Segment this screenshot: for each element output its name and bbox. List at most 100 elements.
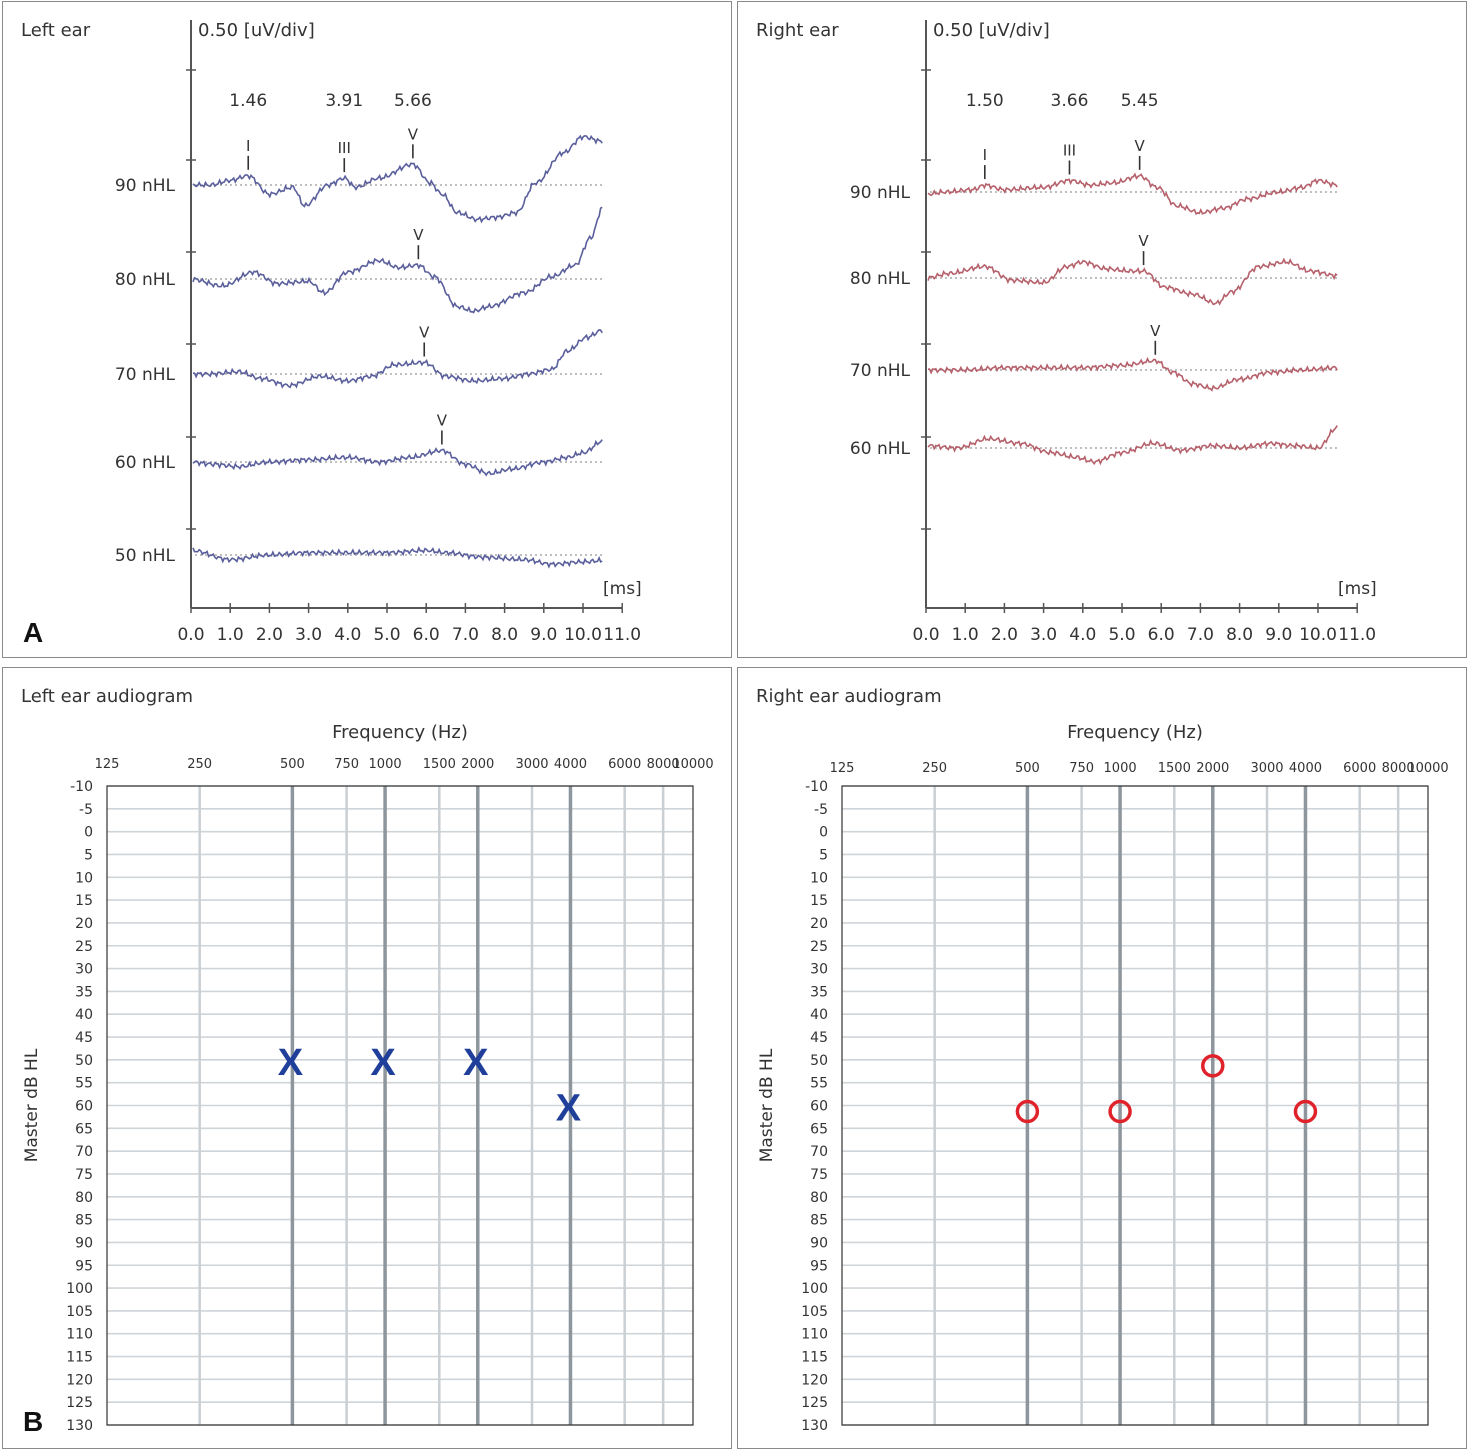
abr-left-x-unit-label: [ms]	[603, 579, 642, 599]
aud-right-y-tick-label: 0	[819, 825, 828, 841]
abr-right-x-tick-label: 1.0	[952, 625, 979, 645]
abr-left-x-tick-label: 8.0	[491, 625, 518, 645]
aud-left-x-tick-label: 4000	[554, 757, 587, 772]
abr-left-x-tick-label: 9.0	[530, 625, 557, 645]
abr-right-x-tick-label: 2.0	[991, 625, 1018, 645]
aud-left-y-tick-label: 115	[66, 1350, 93, 1366]
aud-right-y-tick-label: 110	[801, 1327, 828, 1343]
abr-left-panel: A Left ear 0.50 [uV/div] 0.0 1.0 2.0 3.0 4.0 5.…	[2, 1, 732, 658]
aud-left-threshold-x-4000: X	[556, 1088, 582, 1130]
aud-left-y-tick-label: 50	[75, 1053, 93, 1069]
aud-left-y-tick-label: 100	[66, 1281, 93, 1297]
aud-right-x-tick-label: 3000	[1250, 761, 1283, 776]
abr-right-x-unit-label: [ms]	[1338, 579, 1377, 599]
aud-left-y-tick-label: 80	[75, 1190, 93, 1206]
aud-right-y-tick-label: 50	[810, 1053, 828, 1069]
abr-left-x-tick-label: 10.0	[564, 625, 602, 645]
abr-right-level-label: 90 nHL	[850, 183, 911, 203]
aud-left-x-tick-label: 6000	[608, 757, 641, 772]
aud-right-y-tick-label: 35	[810, 984, 828, 1000]
abr-right-chart: Right ear 0.50 [uV/div] 0.0 1.0 2.0 3.0 4.0 5.0…	[756, 20, 1377, 645]
aud-left-y-tick-label: 35	[75, 984, 93, 1000]
aud-right-threshold-o-4000	[1293, 1099, 1318, 1124]
abr-right-peak-label: V	[1150, 322, 1161, 340]
aud-right-y-tick-label: 15	[810, 893, 828, 909]
aud-left-y-tick-label: -10	[70, 779, 93, 795]
abr-left-level-label: 80 nHL	[115, 270, 176, 290]
aud-right-y-tick-label: 125	[801, 1395, 828, 1411]
abr-right-peak-label: III	[1063, 142, 1076, 160]
abr-right-trace-80-nhl	[927, 257, 1338, 306]
abr-right-x-tick-label: 10.0	[1299, 625, 1337, 645]
aud-right-y-tick-label: 40	[810, 1007, 828, 1023]
abr-left-chart: A Left ear 0.50 [uV/div] 0.0 1.0 2.0 3.0 4.0 5.…	[21, 20, 642, 648]
aud-left-y-tick-label: 0	[84, 825, 93, 841]
abr-left-x-tick-label: 4.0	[334, 625, 361, 645]
aud-right-y-tick-label: 55	[810, 1076, 828, 1092]
abr-left-trace-70-nhl	[193, 329, 603, 389]
aud-left-threshold-x-500: X	[278, 1042, 304, 1084]
abr-left-latency-label: 3.91	[325, 91, 363, 111]
aud-left-x-tick-label: 1500	[423, 757, 456, 772]
aud-left-x-tick-label: 10000	[672, 757, 713, 772]
aud-left-x-tick-label: 1000	[369, 757, 402, 772]
aud-right-x-tick-label: 750	[1069, 761, 1094, 776]
abr-right-latency-label: 5.45	[1121, 91, 1159, 111]
abr-right-x-tick-label: 4.0	[1069, 625, 1096, 645]
abr-right-trace-70-nhl	[928, 356, 1338, 392]
aud-right-threshold-o-2000	[1201, 1054, 1225, 1078]
aud-left-y-tick-label: 20	[75, 916, 93, 932]
aud-left-y-tick-label: 105	[66, 1304, 93, 1320]
aud-right-y-tick-label: 65	[810, 1121, 828, 1137]
aud-left-y-tick-label: 25	[75, 939, 93, 955]
aud-right-x-tick-label: 8000	[1382, 761, 1415, 776]
abr-left-level-label: 90 nHL	[115, 176, 176, 196]
abr-right-peak-label: V	[1138, 232, 1149, 250]
aud-right-x-tick-label: 2000	[1196, 761, 1229, 776]
audiogram-right-chart: Right ear audiogram Frequency (Hz) Master …	[756, 686, 1449, 1434]
aud-left-threshold-x-1000: X	[370, 1042, 396, 1084]
aud-left-y-tick-label: 85	[75, 1213, 93, 1229]
abr-right-x-tick-label: 9.0	[1265, 625, 1292, 645]
aud-left-x-tick-label: 3000	[515, 757, 548, 772]
aud-left-y-tick-label: 75	[75, 1167, 93, 1183]
aud-right-y-tick-label: 75	[810, 1167, 828, 1183]
aud-right-x-tick-label: 6000	[1343, 761, 1376, 776]
aud-left-y-tick-label: 30	[75, 962, 93, 978]
aud-left-x-tick-label: 2000	[461, 757, 494, 772]
abr-left-trace-50-nhl	[192, 546, 603, 569]
abr-right-latency-label: 1.50	[966, 91, 1004, 111]
abr-left-latency-label: 1.46	[229, 91, 267, 111]
aud-left-x-tick-label: 750	[334, 757, 359, 772]
abr-left-x-tick-label: 2.0	[256, 625, 283, 645]
abr-left-level-label: 50 nHL	[115, 546, 176, 566]
abr-left-scale-label: 0.50 [uV/div]	[198, 20, 315, 41]
abr-right-x-tick-label: 5.0	[1108, 625, 1135, 645]
aud-right-y-title: Master dB HL	[757, 1048, 777, 1162]
aud-right-y-tick-label: 60	[810, 1099, 828, 1115]
aud-right-y-tick-label: 100	[801, 1281, 828, 1297]
abr-left-title: Left ear	[21, 20, 91, 41]
aud-right-title: Right ear audiogram	[756, 686, 942, 707]
abr-left-peak-label: V	[413, 226, 424, 244]
audiogram-right-panel: Right ear audiogram Frequency (Hz) Master …	[737, 667, 1467, 1449]
abr-right-x-tick-label: 0.0	[912, 625, 939, 645]
aud-right-y-tick-label: -5	[814, 802, 828, 818]
abr-right-x-tick-label: 11.0	[1338, 625, 1376, 645]
abr-left-x-tick-label: 5.0	[373, 625, 400, 645]
abr-right-peak-label: V	[1135, 137, 1146, 155]
aud-right-y-tick-label: 45	[810, 1030, 828, 1046]
abr-right-x-tick-label: 7.0	[1187, 625, 1214, 645]
aud-left-y-tick-label: 5	[84, 847, 93, 863]
abr-right-level-label: 80 nHL	[850, 269, 911, 289]
aud-right-threshold-o-500	[1015, 1099, 1040, 1124]
abr-left-peak-label: III	[338, 139, 351, 157]
abr-right-trace-90-nhl	[927, 172, 1338, 215]
abr-left-trace-90-nhl	[192, 134, 603, 224]
abr-right-x-tick-label: 6.0	[1148, 625, 1175, 645]
aud-left-y-tick-label: 70	[75, 1144, 93, 1160]
aud-left-y-tick-label: 10	[75, 870, 93, 886]
abr-left-x-tick-label: 7.0	[452, 625, 479, 645]
abr-right-title: Right ear	[756, 20, 839, 41]
aud-left-y-title: Master dB HL	[22, 1048, 42, 1162]
